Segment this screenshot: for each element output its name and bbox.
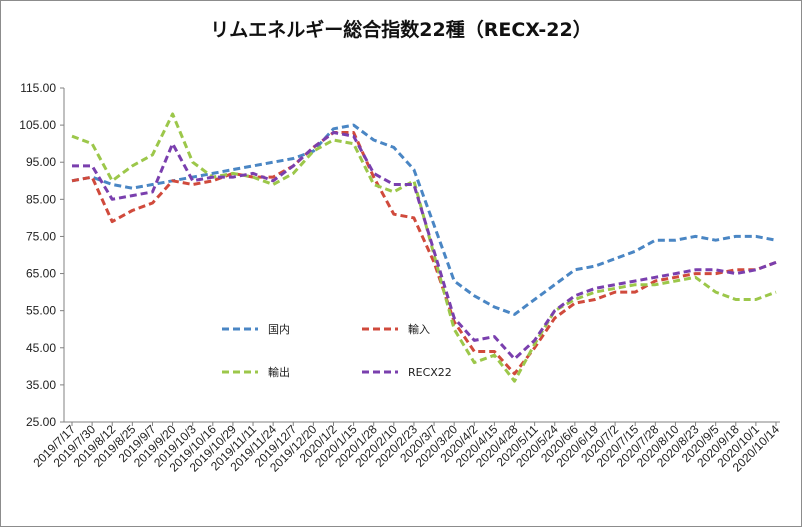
y-tick-label: 35.00 <box>26 378 56 392</box>
y-tick-label: 85.00 <box>26 192 56 206</box>
series-lines <box>71 112 777 383</box>
y-tick-label: 95.00 <box>26 155 56 169</box>
y-tick-label: 45.00 <box>26 341 56 355</box>
legend-label-1: 輸入 <box>408 322 430 336</box>
y-tick-label: 55.00 <box>26 304 56 318</box>
y-tick-label: 65.00 <box>26 267 56 281</box>
series-line-1 <box>71 131 777 376</box>
legend-label-0: 国内 <box>268 322 290 336</box>
chart-title: リムエネルギー総合指数22種（RECX-22） <box>210 19 592 41</box>
axes <box>63 88 780 423</box>
series-line-2 <box>71 112 777 383</box>
y-tick-label: 115.00 <box>20 81 56 95</box>
legend-label-2: 輸出 <box>268 365 290 379</box>
y-tick-labels: 25.00 35.00 45.00 55.00 65.00 75.00 85.00 95.00… <box>19 81 64 429</box>
y-tick-label: 75.00 <box>26 229 56 243</box>
legend-label-3: RECX22 <box>408 366 452 379</box>
series-line-3 <box>72 131 777 361</box>
series-line-0 <box>71 123 777 316</box>
x-tick-labels: 2019/7/172019/7/302019/8/122019/8/252019… <box>30 422 782 475</box>
y-tick-label: 105.00 <box>19 118 56 132</box>
y-tick-label: 25.00 <box>26 415 56 429</box>
